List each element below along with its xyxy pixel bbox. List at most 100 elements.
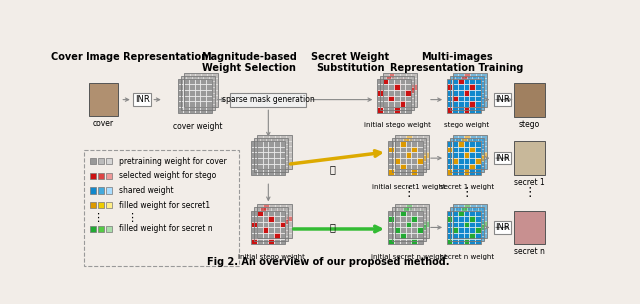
Bar [403,87,408,93]
Bar [257,158,263,163]
Bar [447,227,452,233]
Bar [452,85,458,90]
Bar [257,163,263,169]
Bar [406,95,412,101]
Bar [395,204,429,238]
Bar [254,138,289,172]
Bar [447,210,452,216]
Bar [406,221,412,227]
Bar [286,204,292,210]
Bar [481,90,487,95]
Bar [463,227,469,233]
Bar [269,146,275,152]
Bar [377,90,383,96]
Bar [467,104,472,110]
FancyBboxPatch shape [230,93,307,106]
Bar [283,207,289,213]
Text: initial stego weight: initial stego weight [238,254,305,260]
FancyBboxPatch shape [514,141,545,175]
Bar [464,158,470,163]
Bar [204,93,209,98]
Bar [254,213,260,219]
Bar [263,135,269,141]
Bar [458,227,464,233]
Bar [280,158,286,163]
Bar [262,153,268,158]
Bar [189,85,195,90]
Bar [252,227,257,233]
Bar [476,163,481,169]
Bar [388,222,394,227]
Bar [476,90,481,95]
Bar [417,227,423,233]
Bar [394,78,400,84]
Bar [195,84,201,90]
Bar [200,90,206,96]
Bar [380,104,386,110]
Bar [383,102,388,107]
Bar [280,169,285,175]
Bar [280,141,286,146]
Bar [186,81,192,87]
Bar [458,152,464,158]
Bar [195,90,201,95]
Bar [186,104,192,110]
Text: secret n: secret n [514,247,545,257]
Bar [195,78,201,84]
Bar [403,224,408,230]
Bar [400,147,406,153]
Bar [475,90,481,96]
Bar [417,141,422,147]
Bar [257,164,262,169]
Bar [200,96,206,102]
Bar [405,79,411,85]
Bar [417,210,422,216]
Bar [401,158,406,163]
Bar [268,233,274,239]
Bar [414,236,420,241]
Bar [458,96,463,102]
Bar [277,149,283,155]
Bar [400,227,406,233]
Bar [478,236,484,241]
Bar [420,149,426,155]
Bar [195,90,200,96]
Bar [420,224,426,230]
Bar [406,164,411,169]
Bar [280,141,285,147]
Bar [464,233,470,238]
Bar [263,141,269,146]
Bar [452,227,458,233]
Bar [411,227,417,233]
Bar [275,227,280,233]
Bar [420,155,426,161]
Bar [414,230,420,236]
Text: shared weight: shared weight [119,186,173,195]
Bar [408,81,414,87]
Bar [452,96,458,102]
Bar [395,210,401,216]
Bar [406,147,411,153]
Bar [423,141,429,146]
Bar [184,101,189,106]
Bar [380,87,386,93]
Bar [388,85,394,90]
Bar [395,216,401,221]
Text: ⋮: ⋮ [127,213,138,223]
Bar [455,207,461,213]
Bar [406,84,412,90]
Bar [192,93,198,98]
Bar [195,73,201,78]
Bar [455,76,461,81]
Bar [406,204,412,210]
Bar [252,158,257,164]
Bar [388,210,394,216]
Bar [252,169,257,175]
Bar [464,221,470,227]
Bar [257,204,292,238]
Bar [461,104,467,110]
Text: ⋮: ⋮ [524,186,536,199]
Bar [254,236,260,241]
Bar [470,163,476,169]
Bar [257,158,262,164]
